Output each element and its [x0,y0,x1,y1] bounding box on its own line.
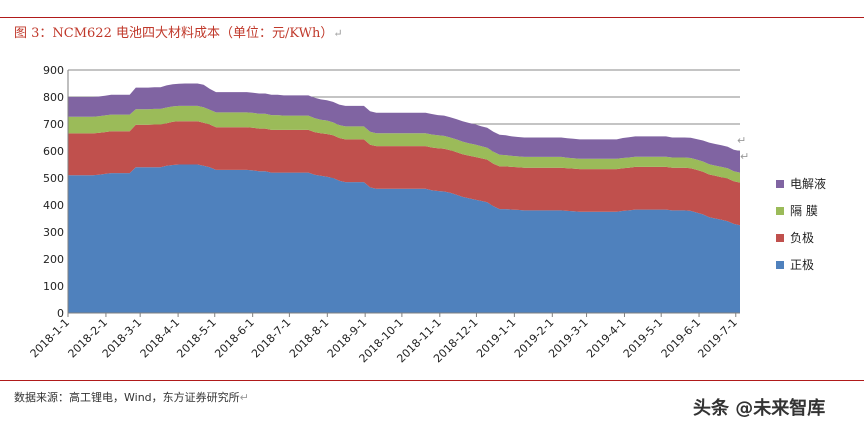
x-tick-label: 2019-4-1 [584,316,629,361]
area-series [68,121,740,226]
legend-item: 负极 [776,224,826,251]
legend-label: 隔 膜 [790,204,818,218]
y-tick-label: 900 [43,64,64,77]
top-rule [0,17,864,18]
chart-canvas: 0 100 200 300 400 500 600 700 800 900 2018-1-1 2018… [28,64,740,365]
x-tick-label: 2018-8-1 [287,316,332,361]
bottom-rule [0,380,864,381]
legend-label: 电解液 [790,177,827,191]
legend-swatch [776,206,784,215]
x-tick-label: 2018-6-1 [212,316,257,361]
watermark: 头条 @未来智库 [693,398,826,419]
y-tick-label: 100 [43,280,64,293]
y-tick-label: 600 [43,145,64,158]
y-tick-label: 800 [43,91,64,104]
x-tick-label: 2018-5-1 [174,316,219,361]
figure-title-text: 图 3：NCM622 电池四大材料成本（单位：元/KWh） [14,26,334,41]
chart-legend: 电解液隔 膜负极正极 [776,170,826,278]
figure-title: 图 3：NCM622 电池四大材料成本（单位：元/KWh）↵ [14,22,343,41]
legend-swatch [776,233,784,242]
y-tick-label: 200 [43,253,64,266]
source-text: 数据来源：高工锂电，Wind，东方证券研究所 [14,391,240,404]
paragraph-mark-icon: ↵ [239,391,249,404]
y-tick-label: 400 [43,199,64,212]
x-tick-label: 2019-6-1 [659,316,704,361]
y-tick-label: 700 [43,118,64,131]
x-tick-label: 2019-7-1 [695,316,740,361]
area-series [68,83,740,173]
legend-label: 负极 [790,231,815,245]
x-tick-label: 2018-7-1 [249,316,294,361]
x-tick-label: 2019-1-1 [474,316,519,361]
paragraph-mark-icon: ↵ [333,27,343,40]
paragraph-mark-icon: ↵ [737,134,747,147]
legend-item: 隔 膜 [776,197,826,224]
x-tick-label: 2019-5-1 [621,316,666,361]
source-note: 数据来源：高工锂电，Wind，东方证券研究所↵ [14,389,249,405]
y-tick-label: 500 [43,172,64,185]
legend-item: 电解液 [776,170,826,197]
legend-item: 正极 [776,251,826,278]
legend-swatch [776,179,784,188]
y-tick-label: 300 [43,226,64,239]
x-tick-label: 2018-1-1 [28,316,73,361]
legend-label: 正极 [790,258,815,272]
area-series [68,105,740,183]
y-tick-label: 0 [57,307,64,320]
area-series [68,164,740,313]
legend-swatch [776,260,784,269]
paragraph-mark-icon: ↵ [740,150,750,163]
